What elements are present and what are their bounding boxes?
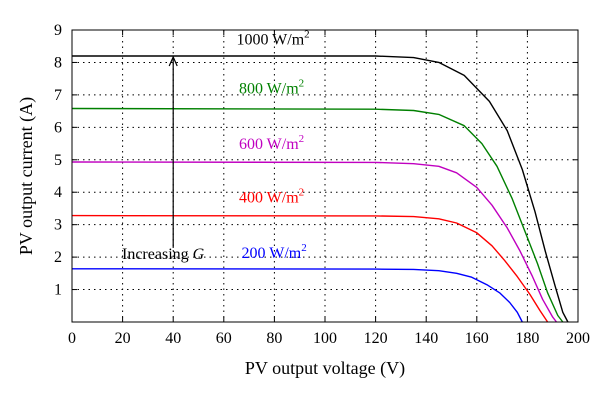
x-tick-labels: 0 20 40 60 80 100 120 140 160 180 200 [68, 30, 590, 347]
series-line [71, 107, 564, 323]
arrow-head [168, 55, 178, 67]
irradiance-label: 1000 W/m2 [236, 29, 309, 49]
y-tick-label: 5 [54, 152, 62, 169]
x-tick-label: 180 [515, 330, 539, 347]
grid [72, 30, 578, 322]
y-tick-label: 6 [54, 119, 62, 136]
y-tick-label: 7 [54, 87, 62, 104]
y-tick-label: 9 [54, 22, 62, 39]
x-tick-label: 60 [216, 330, 232, 347]
x-tick-label: 140 [414, 330, 438, 347]
x-tick-label: 120 [364, 330, 388, 347]
y-tick-label: 2 [54, 249, 62, 266]
x-tick-label: 200 [566, 330, 590, 347]
y-tick-label: 1 [54, 282, 62, 299]
increasing-g-arrow: Increasing G [122, 55, 205, 263]
irradiance-label: 200 W/m2 [242, 242, 307, 262]
arrow-label: Increasing G [122, 246, 205, 263]
irradiance-label: 800 W/m2 [239, 77, 304, 97]
y-tick-label: 4 [54, 184, 62, 201]
y-tick-label: 3 [54, 217, 62, 234]
y-tick-labels: 1 2 3 4 5 6 7 8 9 [54, 22, 578, 299]
series-line [71, 161, 558, 323]
x-tick-label: 20 [115, 330, 131, 347]
y-axis-label: PV output current (A) [16, 97, 37, 255]
series-line [72, 55, 569, 323]
x-tick-label: 80 [266, 330, 282, 347]
series-lines [71, 55, 569, 323]
series-line [71, 214, 549, 323]
x-tick-label: 0 [68, 330, 76, 347]
y-tick-label: 8 [54, 54, 62, 71]
x-axis-label: PV output voltage (V) [245, 358, 405, 379]
series-line [71, 268, 523, 323]
x-tick-label: 40 [165, 330, 181, 347]
x-tick-label: 160 [465, 330, 489, 347]
irradiance-labels: 1000 W/m2 800 W/m2 600 W/m2 400 W/m2 200 W/m… [236, 29, 309, 262]
irradiance-label: 600 W/m2 [239, 133, 304, 153]
irradiance-label: 400 W/m2 [239, 187, 304, 207]
x-tick-label: 100 [313, 330, 337, 347]
